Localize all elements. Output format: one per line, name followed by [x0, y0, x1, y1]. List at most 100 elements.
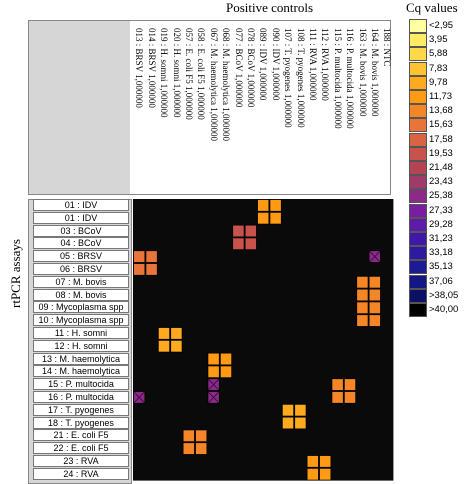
heatmap-cell — [306, 467, 319, 481]
heatmap-cell — [294, 416, 307, 430]
legend-swatch — [409, 274, 427, 289]
row-label: 11 : H. somni — [33, 327, 129, 339]
legend-swatch — [409, 288, 427, 303]
row-label: 01 : IDV — [33, 211, 129, 224]
legend-item: 9,78 — [409, 75, 473, 90]
heatmap-cell — [219, 352, 233, 366]
heatmap-cell — [244, 237, 257, 251]
row-label: 10 : Mycoplasma spp — [33, 314, 129, 327]
heatmap-cell — [195, 442, 208, 455]
legend-swatch — [409, 189, 427, 204]
heatmap-cell-cross — [208, 378, 220, 391]
legend-label: 7,83 — [429, 62, 448, 74]
legend-label: 15,63 — [429, 119, 453, 131]
row-label: 06 : BRSV — [33, 263, 129, 275]
heatmap-cell — [368, 301, 381, 315]
row-label: 01 : IDV — [33, 199, 129, 211]
legend-swatch — [409, 47, 427, 62]
legend-item: 33,18 — [409, 246, 473, 261]
legend-label: 35,13 — [429, 261, 453, 273]
row-label: 03 : BCoV — [33, 224, 129, 237]
column-header-area — [130, 20, 391, 195]
heatmap-cell — [368, 275, 381, 289]
legend-label: 5,88 — [429, 48, 448, 60]
heatmap-cell — [269, 199, 282, 212]
heatmap-cell — [145, 250, 158, 263]
legend-item: 17,58 — [409, 132, 473, 147]
heatmap-cell — [306, 455, 319, 468]
row-label: 07 : M. bovis — [33, 275, 129, 288]
legend-label: >38,05 — [429, 289, 459, 301]
legend-label: 13,68 — [429, 105, 453, 117]
legend-swatch — [409, 217, 427, 232]
row-label: 16 : P. multocida — [33, 391, 129, 403]
heatmap-cell — [356, 275, 369, 289]
legend-swatch — [409, 19, 427, 33]
row-label: 15 : P. multocida — [33, 378, 129, 391]
legend-item: 23,43 — [409, 175, 473, 190]
legend-item: 29,28 — [409, 217, 473, 232]
row-label: 05 : BRSV — [33, 250, 129, 263]
heatmap-cell-cross — [369, 250, 381, 263]
legend-swatch — [409, 61, 427, 76]
legend-item: >38,05 — [409, 288, 473, 303]
heatmap-cell — [294, 403, 307, 417]
legend-swatch — [409, 104, 427, 119]
heatmap-cell — [368, 288, 381, 302]
heatmap-cell — [343, 378, 357, 391]
legend-label: >40,00 — [429, 304, 459, 315]
heatmap-cell — [232, 224, 245, 238]
row-label: 21 : E. coli F5 — [33, 429, 129, 442]
legend-label: 25,38 — [429, 190, 453, 202]
heatmap-cell — [133, 250, 146, 263]
heatmap-cell — [356, 288, 369, 302]
row-label: 17 : T. pyogenes — [33, 403, 129, 416]
legend-label: <2,95 — [429, 20, 454, 31]
heatmap-cell — [232, 237, 245, 251]
heatmap-cell — [133, 263, 146, 276]
legend-item: 3,95 — [409, 33, 473, 48]
heatmap-cell — [257, 211, 270, 225]
legend-swatch — [409, 33, 427, 48]
legend-item: 5,88 — [409, 47, 473, 62]
heatmap-cell — [207, 365, 220, 379]
heatmap-cell — [182, 429, 195, 443]
heatmap-cell — [195, 429, 208, 443]
legend-item: 11,73 — [409, 90, 473, 104]
heatmap-cell — [219, 365, 233, 379]
heatmap-cell — [331, 378, 344, 391]
header-corner — [28, 20, 132, 195]
row-label: 24 : RVA — [33, 467, 129, 480]
legend-swatch — [409, 303, 427, 317]
legend-item: 7,83 — [409, 61, 473, 76]
legend-item: 35,13 — [409, 260, 473, 275]
heatmap-cell — [207, 352, 220, 366]
legend-label: 21,48 — [429, 162, 453, 173]
row-label: 09 : Mycoplasma spp — [33, 301, 129, 314]
heatmap-cell — [281, 403, 295, 417]
row-label: 22 : E. coli F5 — [33, 442, 129, 455]
heatmap-cell — [170, 339, 183, 353]
legend-item: 31,23 — [409, 232, 473, 246]
legend-label: 37,06 — [429, 275, 453, 287]
heatmap-cell — [269, 211, 282, 225]
legend-item: 13,68 — [409, 104, 473, 119]
row-label: 23 : RVA — [33, 455, 129, 467]
row-label: 14 : M. haemolytica — [33, 365, 129, 378]
legend-label: 31,23 — [429, 233, 453, 244]
heatmap-cell — [368, 314, 381, 327]
heatmap-cell — [182, 442, 195, 455]
legend-label: 33,18 — [429, 247, 453, 259]
heatmap-cell-cross — [208, 391, 220, 404]
heatmap-cell — [356, 314, 369, 327]
row-label: 08 : M. bovis — [33, 288, 129, 301]
legend-item: 15,63 — [409, 118, 473, 133]
legend-label: 19,53 — [429, 147, 453, 159]
row-label: 04 : BCoV — [33, 237, 129, 250]
legend-item: <2,95 — [409, 19, 473, 33]
legend-swatch — [409, 175, 427, 190]
legend-item: 19,53 — [409, 146, 473, 161]
legend-label: 27,33 — [429, 204, 453, 216]
